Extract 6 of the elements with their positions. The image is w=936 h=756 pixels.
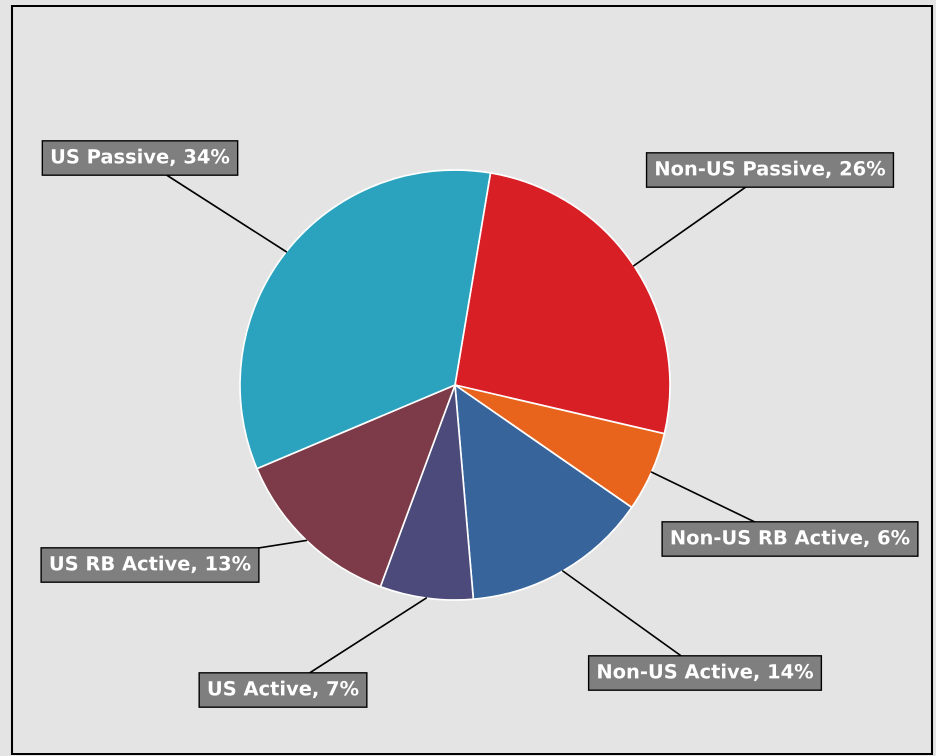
- slice-label: Non-US Active, 14%: [598, 664, 813, 682]
- slice-label: US Active, 7%: [208, 680, 358, 698]
- slice-label: US RB Active, 13%: [50, 556, 250, 574]
- slice-label: Non-US Passive, 26%: [656, 160, 886, 178]
- slice-label: Non-US RB Active, 6%: [672, 530, 910, 548]
- slice-label: US Passive, 34%: [52, 148, 230, 166]
